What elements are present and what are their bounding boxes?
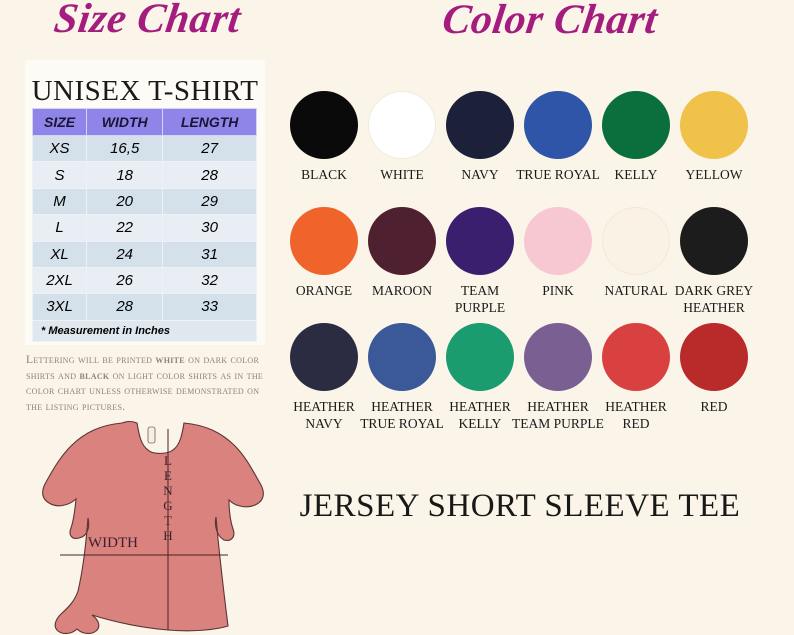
svg-text:G: G	[163, 498, 172, 513]
svg-text:E: E	[164, 468, 172, 483]
svg-text:WIDTH: WIDTH	[88, 535, 138, 551]
svg-text:H: H	[163, 528, 172, 543]
svg-text:N: N	[163, 483, 173, 498]
svg-text:T: T	[164, 513, 172, 528]
svg-text:L: L	[164, 453, 172, 468]
